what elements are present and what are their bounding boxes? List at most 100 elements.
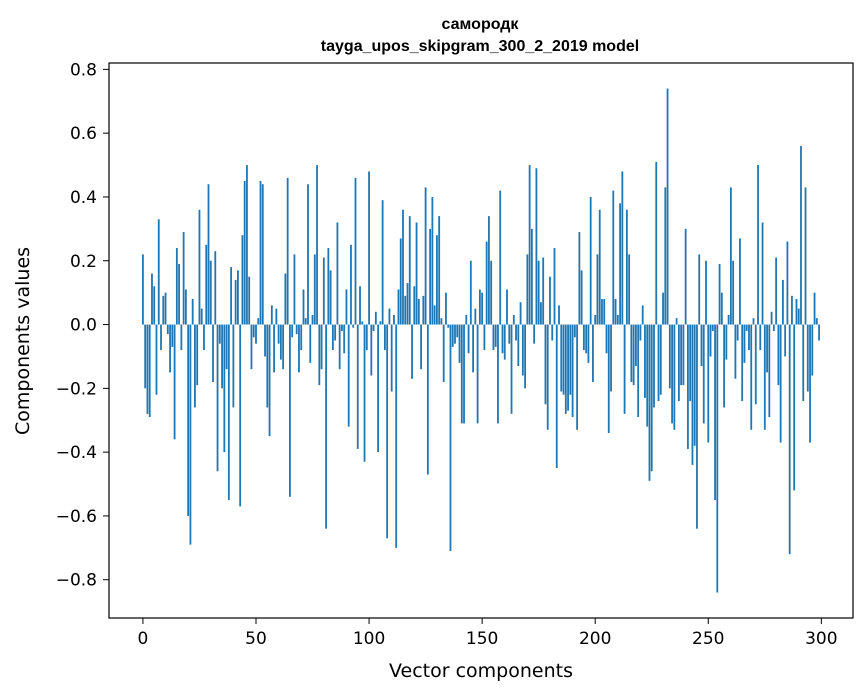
bar-0 (142, 254, 144, 325)
x-tick-label: 50 (245, 629, 267, 649)
bar-230 (662, 292, 664, 325)
bar-290 (797, 308, 800, 325)
bar-104 (377, 324, 380, 453)
bar-125 (424, 187, 427, 325)
bar-253 (714, 324, 716, 500)
bar-166 (517, 324, 520, 367)
bar-69 (298, 324, 300, 373)
bar-233 (668, 324, 671, 389)
plot-area (108, 62, 854, 619)
bar-138 (454, 324, 456, 344)
bar-176 (540, 302, 542, 325)
bar-47 (248, 276, 251, 325)
bar-263 (736, 324, 739, 341)
bar-68 (295, 324, 298, 335)
bar-156 (494, 324, 497, 347)
bar-264 (739, 238, 741, 325)
bar-85 (334, 324, 337, 341)
bar-148 (476, 324, 479, 424)
bar-280 (775, 257, 778, 325)
bar-101 (370, 324, 373, 376)
bar-295 (809, 324, 811, 443)
bar-38 (227, 324, 230, 500)
bar-291 (800, 145, 802, 325)
bar-117 (406, 283, 409, 325)
bar-115 (402, 209, 404, 325)
bar-105 (379, 321, 382, 325)
bar-279 (772, 324, 775, 331)
bar-28 (205, 244, 208, 325)
bar-4 (151, 273, 153, 325)
x-tick-label: 200 (579, 629, 611, 649)
bar-81 (325, 324, 327, 529)
bar-37 (225, 324, 228, 370)
bar-226 (653, 324, 655, 408)
bar-185 (560, 324, 563, 392)
bar-114 (399, 238, 402, 325)
bar-269 (750, 324, 753, 430)
bar-181 (551, 324, 554, 341)
bar-178 (544, 324, 547, 405)
bar-198 (589, 196, 592, 325)
bar-2 (146, 324, 149, 414)
bar-241 (687, 324, 689, 449)
bar-6 (155, 324, 158, 395)
bar-169 (524, 324, 526, 389)
bar-12 (169, 324, 171, 373)
bar-18 (182, 232, 185, 325)
bar-146 (472, 324, 474, 373)
y-tick-label: 0.6 (70, 124, 97, 144)
bar-54 (264, 324, 266, 357)
bar-278 (770, 311, 773, 325)
bar-144 (467, 324, 470, 354)
bar-120 (413, 286, 416, 325)
bar-202 (598, 209, 601, 325)
bar-167 (519, 302, 522, 325)
bar-276 (766, 324, 768, 373)
bar-118 (408, 216, 411, 325)
bar-201 (596, 254, 599, 325)
chart-title: самородк (442, 16, 520, 33)
bar-27 (203, 324, 205, 351)
bar-34 (218, 324, 221, 344)
bar-189 (569, 324, 572, 395)
bar-296 (811, 324, 814, 376)
bar-292 (802, 324, 805, 402)
bar-224 (648, 324, 651, 481)
bar-11 (166, 324, 169, 335)
bar-25 (198, 209, 201, 325)
bar-249 (705, 260, 707, 325)
bar-229 (659, 324, 662, 395)
bar-122 (417, 299, 420, 325)
bar-53 (261, 184, 264, 325)
bar-274 (761, 222, 764, 325)
bar-92 (350, 244, 352, 325)
bar-50 (255, 324, 257, 344)
bar-237 (677, 324, 680, 402)
bar-158 (499, 190, 502, 325)
bar-102 (372, 324, 375, 331)
bar-5 (153, 286, 156, 325)
bar-175 (537, 260, 540, 325)
bar-273 (759, 324, 762, 351)
bar-246 (698, 254, 701, 325)
bar-236 (675, 318, 678, 325)
bar-228 (657, 324, 660, 402)
bar-15 (175, 248, 178, 325)
y-tick-label: −0.4 (56, 443, 97, 463)
bar-66 (291, 324, 294, 338)
bar-286 (788, 324, 791, 555)
bar-1 (144, 324, 147, 389)
bar-159 (501, 324, 504, 354)
bar-257 (723, 324, 726, 408)
bar-209 (614, 299, 617, 325)
bar-89 (343, 324, 346, 354)
bar-33 (216, 324, 219, 472)
bar-59 (275, 308, 278, 325)
bar-10 (164, 292, 167, 325)
x-tick-label: 250 (692, 629, 724, 649)
bar-232 (666, 88, 669, 325)
bar-297 (813, 292, 816, 325)
bar-205 (605, 324, 608, 354)
